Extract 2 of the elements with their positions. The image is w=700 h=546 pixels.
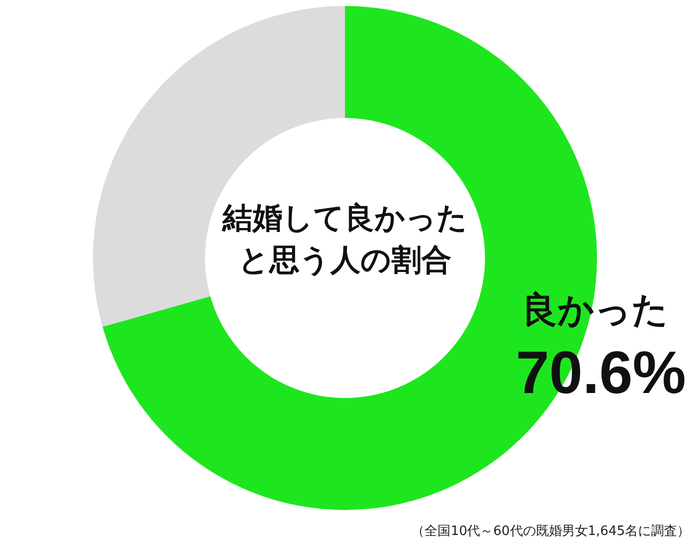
title: 結婚して良かったと思う人の割合 [220, 200, 468, 280]
annotation: （全国10代～60代の既婚男女1,645名に調査） [412, 524, 690, 539]
